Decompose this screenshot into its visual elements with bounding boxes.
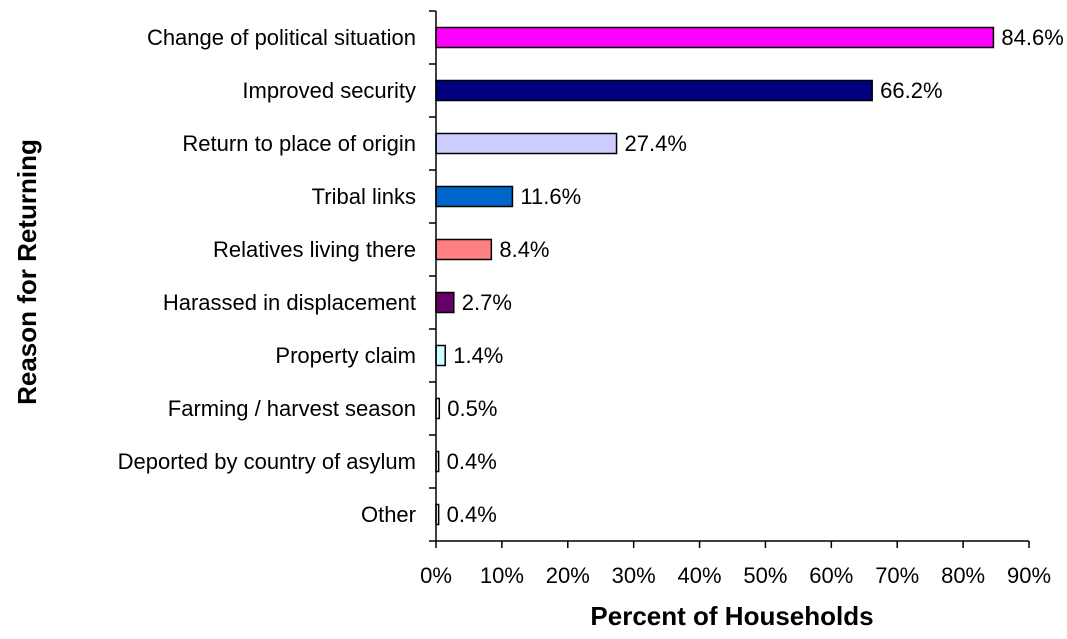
data-label: 27.4% [625,131,687,156]
category-label: Improved security [242,78,416,103]
x-tick-label: 40% [678,563,722,588]
category-label: Property claim [275,343,416,368]
x-tick-label: 10% [480,563,524,588]
data-label: 0.5% [447,396,497,421]
bars-layer [435,26,995,526]
x-tick-label: 90% [1007,563,1051,588]
category-label: Deported by country of asylum [118,449,416,474]
category-label: Farming / harvest season [168,396,416,421]
x-tick-label: 30% [612,563,656,588]
x-tick-label: 70% [875,563,919,588]
x-tick-label: 0% [420,563,452,588]
category-label: Harassed in displacement [163,290,416,315]
category-label: Other [361,502,416,527]
x-tick-label: 50% [743,563,787,588]
data-label: 2.7% [462,290,512,315]
category-label: Relatives living there [213,237,416,262]
data-label: 0.4% [447,449,497,474]
bar [435,79,873,102]
data-label: 0.4% [447,502,497,527]
data-label: 84.6% [1001,25,1063,50]
axes-layer [429,10,1030,548]
bar [435,132,618,155]
category-label: Return to place of origin [182,131,416,156]
x-axis-title: Percent of Households [590,601,873,631]
bar [435,344,446,367]
data-label: 1.4% [453,343,503,368]
bar [435,291,455,314]
category-label: Tribal links [312,184,416,209]
data-label: 11.6% [520,184,581,209]
x-tick-label: 20% [546,563,590,588]
category-label: Change of political situation [147,25,416,50]
bar [435,238,493,261]
x-tick-label: 80% [941,563,985,588]
x-tick-label: 60% [809,563,853,588]
labels-layer: Change of political situation 84.6% Improv… [118,25,1064,588]
data-label: 8.4% [499,237,549,262]
bar [435,185,514,208]
bar [435,26,995,49]
data-label: 66.2% [880,78,942,103]
y-axis-title: Reason for Returning [12,139,42,405]
